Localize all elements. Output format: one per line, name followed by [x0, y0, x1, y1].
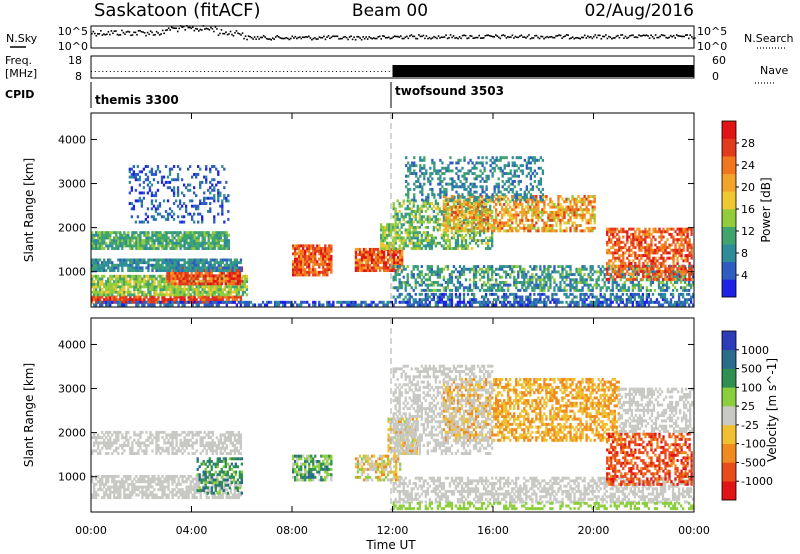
power-colorbar-swatch: [722, 279, 736, 298]
nsky-data: [90, 25, 696, 47]
power-panel: 1000 2000 3000 4000 Slant Range [km]: [22, 112, 695, 308]
nsearch-tick-bottom: 10^0: [697, 40, 727, 53]
station-title: Saskatoon (fitACF): [94, 0, 261, 21]
power-colorbar-swatch: [722, 261, 736, 280]
cpid-row: CPID themis 3300 twofsound 3503: [5, 82, 504, 108]
power-colorbar-swatch: [722, 244, 736, 263]
velocity-colorbar-swatch: [722, 349, 736, 369]
velocity-heatmap: [91, 364, 695, 511]
y-tick-label: 1000: [58, 266, 86, 279]
velocity-ylabel: Slant Range [km]: [22, 363, 36, 467]
date-title: 02/Aug/2016: [584, 1, 694, 21]
velocity-colorbar-tick-label: 500: [741, 363, 762, 376]
power-colorbar-tick-label: 16: [741, 203, 755, 216]
x-axis-tick-labels: 00:00 04:00 08:00 12:00 16:00 20:00 00:00: [75, 524, 710, 537]
power-colorbar-tick-label: 4: [741, 269, 748, 282]
y-tick-label: 3000: [58, 383, 86, 396]
nsearch-label: N.Search: [744, 32, 794, 45]
velocity-colorbar-swatch: [722, 368, 736, 388]
nsearch-tick-top: 10^5: [697, 25, 727, 38]
freq-data: [91, 65, 694, 77]
beam-title: Beam 00: [352, 1, 428, 21]
power-ylabel: Slant Range [km]: [22, 158, 36, 262]
y-tick-label: 3000: [58, 178, 86, 191]
cpid-segment-themis: themis 3300: [95, 93, 179, 107]
nave-tick-top: 60: [712, 54, 726, 67]
velocity-colorbar-swatch: [722, 387, 736, 407]
velocity-colorbar-swatch: [722, 462, 736, 482]
x-tick-label: 12:00: [377, 524, 409, 537]
nsky-tick-bottom: 10^0: [58, 40, 88, 53]
velocity-panel: 1000 2000 3000 4000 Slant Range [km]: [22, 317, 695, 513]
velocity-colorbar-tick-label: 100: [741, 381, 762, 394]
freq-label-line2: [MHz]: [5, 67, 37, 80]
x-tick-label: 08:00: [276, 524, 308, 537]
velocity-colorbar: 1000 500 100 25 -25 -100 -500 -1000 Velocity [m…: [721, 330, 779, 501]
velocity-colorbar-swatch: [722, 481, 736, 501]
power-colorbar-swatch: [722, 156, 736, 175]
nave-label: Nave: [760, 64, 788, 77]
x-tick-label: 00:00: [678, 524, 710, 537]
freq-label-line1: Freq.: [5, 54, 32, 67]
power-colorbar-label: Power [dB]: [759, 177, 773, 242]
x-tick-label: 16:00: [477, 524, 509, 537]
velocity-colorbar-tick-label: 1000: [741, 344, 769, 357]
freq-tick-bottom: 8: [75, 70, 82, 83]
x-tick-label: 00:00: [75, 524, 107, 537]
x-tick-label: 04:00: [176, 524, 208, 537]
power-heatmap: [91, 156, 695, 307]
power-colorbar-swatch: [722, 138, 736, 157]
power-colorbar-swatch: [722, 121, 736, 139]
freq-panel: 18 8 60 0 Freq. [MHz] Nave: [5, 54, 788, 84]
cpid-label: CPID: [5, 88, 34, 101]
x-tick-label: 20:00: [578, 524, 610, 537]
power-colorbar-tick-label: 28: [741, 137, 755, 150]
velocity-axes: 1000 2000 3000 4000: [58, 318, 695, 512]
power-axes: 1000 2000 3000 4000: [58, 113, 695, 307]
velocity-colorbar-tick-label: -25: [741, 419, 759, 432]
power-colorbar-tick-label: 24: [741, 159, 755, 172]
y-tick-label: 4000: [58, 338, 86, 351]
velocity-colorbar-swatch: [722, 424, 736, 444]
power-colorbar: 28 24 20 16 12 8 4 Power [dB]: [721, 120, 773, 298]
velocity-colorbar-tick-label: -500: [741, 456, 766, 469]
velocity-colorbar-swatch: [722, 406, 736, 426]
y-tick-label: 4000: [58, 133, 86, 146]
nave-tick-bottom: 0: [712, 70, 719, 83]
x-axis-label: Time UT: [365, 538, 416, 552]
nsky-label: N.Sky: [6, 32, 38, 45]
velocity-colorbar-swatch: [722, 443, 736, 463]
power-colorbar-tick-label: 8: [741, 247, 748, 260]
nsky-tick-top: 10^5: [58, 25, 88, 38]
power-colorbar-tick-label: 20: [741, 181, 755, 194]
velocity-colorbar-tick-label: 25: [741, 400, 755, 413]
cpid-segment-twofsound: twofsound 3503: [395, 84, 504, 98]
freq-tick-top: 18: [68, 54, 82, 67]
velocity-colorbar-swatch: [722, 331, 736, 351]
power-colorbar-swatch: [722, 173, 736, 192]
y-tick-label: 1000: [58, 471, 86, 484]
power-colorbar-swatch: [722, 191, 736, 210]
velocity-colorbar-tick-label: -100: [741, 438, 766, 451]
nsky-panel: 10^5 10^0 10^5 10^0 N.Sky N.Search: [6, 25, 794, 53]
velocity-colorbar-label: Velocity [m s^-1]: [765, 358, 779, 462]
power-colorbar-swatch: [722, 226, 736, 245]
y-tick-label: 2000: [58, 222, 86, 235]
power-colorbar-swatch: [722, 209, 736, 227]
power-colorbar-tick-label: 12: [741, 225, 755, 238]
y-tick-label: 2000: [58, 427, 86, 440]
velocity-colorbar-tick-label: -1000: [741, 475, 773, 488]
